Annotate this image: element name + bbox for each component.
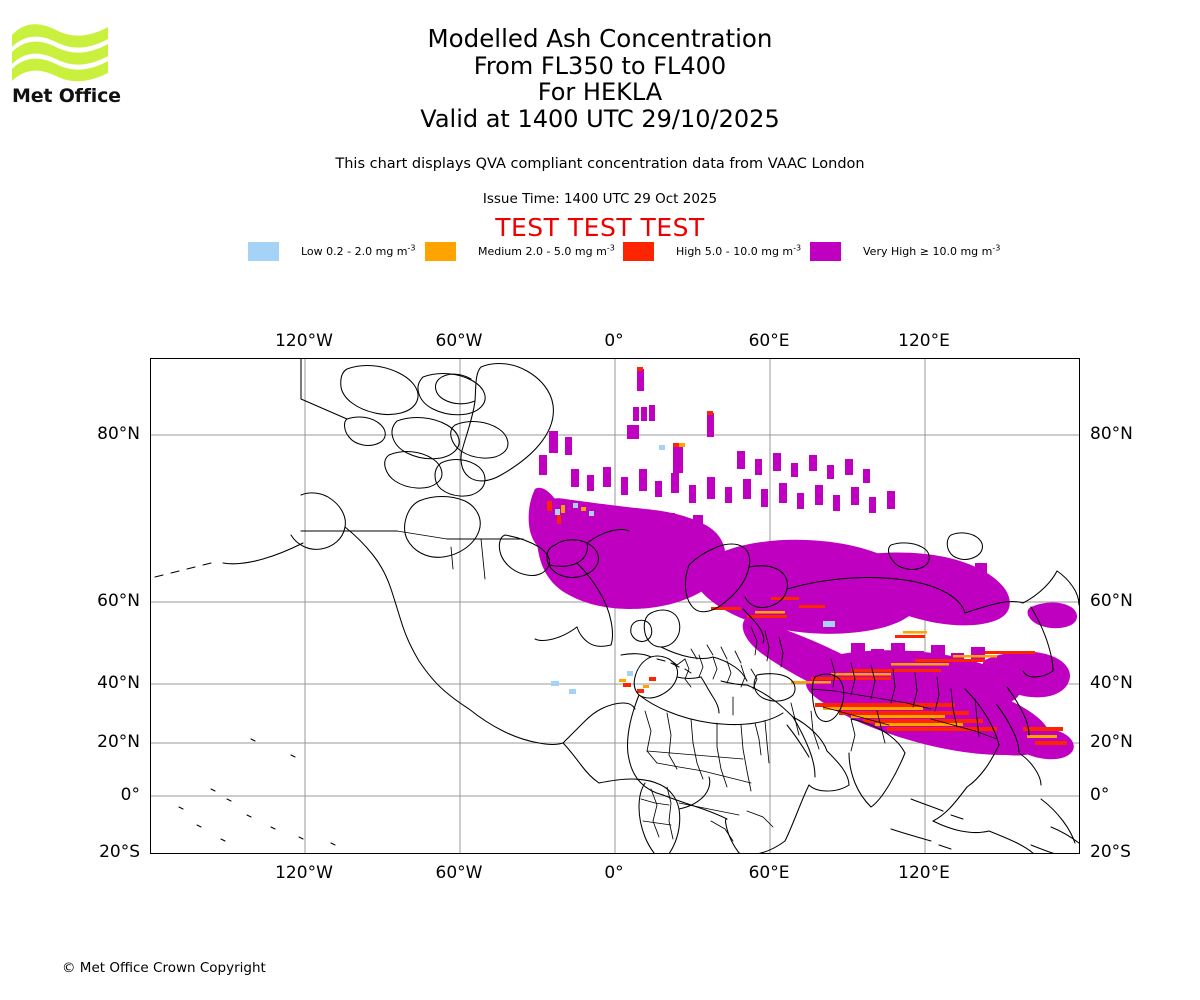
lon-tick-bottom-3: 60°E <box>748 863 790 883</box>
legend-entry-3: Very High ≥ 10.0 mg m-3 <box>810 241 1000 262</box>
lon-tick-bottom-4: 120°E <box>898 863 950 883</box>
lat-tick-right-1: 60°N <box>1090 591 1133 611</box>
legend-swatch-3 <box>810 242 841 261</box>
lat-tick-right-5: 20°S <box>1090 842 1131 862</box>
lon-tick-top-4: 120°E <box>898 331 950 351</box>
map-plot-area <box>150 358 1080 854</box>
lon-tick-bottom-2: 0° <box>604 863 624 883</box>
met-office-logo-text: Met Office <box>12 85 121 107</box>
lat-tick-left-0: 80°N <box>97 424 140 444</box>
map-country-borders <box>396 530 998 842</box>
lat-tick-left-2: 40°N <box>97 673 140 693</box>
legend-swatch-2 <box>623 242 654 261</box>
lon-tick-bottom-0: 120°W <box>275 863 333 883</box>
lat-tick-left-4: 0° <box>120 785 140 805</box>
test-banner: TEST TEST TEST <box>495 213 705 242</box>
copyright-notice: © Met Office Crown Copyright <box>62 960 266 976</box>
lat-tick-right-2: 40°N <box>1090 673 1133 693</box>
concentration-legend: Low 0.2 - 2.0 mg m-3 Medium 2.0 - 5.0 mg … <box>248 241 1000 262</box>
lon-tick-bottom-1: 60°W <box>435 863 483 883</box>
lat-tick-left-1: 60°N <box>97 591 140 611</box>
legend-entry-0: Low 0.2 - 2.0 mg m-3 <box>248 241 416 262</box>
legend-entry-2: High 5.0 - 10.0 mg m-3 <box>623 241 801 262</box>
qva-note: This chart displays QVA compliant concen… <box>335 156 865 172</box>
title-volcano: For HEKLA <box>537 78 663 106</box>
legend-entry-1: Medium 2.0 - 5.0 mg m-3 <box>425 241 615 262</box>
ash-plume-medium <box>561 443 1057 738</box>
title-flight-levels: From FL350 to FL400 <box>473 51 727 80</box>
legend-label-3: Very High ≥ 10.0 mg m-3 <box>863 243 1001 258</box>
lat-tick-left-3: 20°N <box>97 732 140 752</box>
lon-tick-top-2: 0° <box>604 331 624 351</box>
title-valid-time: Valid at 1400 UTC 29/10/2025 <box>420 104 780 133</box>
page-title: Modelled Ash Concentration <box>427 24 773 53</box>
issue-time: Issue Time: 1400 UTC 29 Oct 2025 <box>482 191 718 207</box>
map-coastlines <box>154 359 1079 853</box>
lat-tick-right-0: 80°N <box>1090 424 1133 444</box>
chart-title-block: Modelled Ash Concentration From FL350 to… <box>0 24 1200 133</box>
lon-tick-top-1: 60°W <box>435 331 483 351</box>
legend-label-2: High 5.0 - 10.0 mg m-3 <box>676 243 802 258</box>
ash-plume-low <box>551 445 835 694</box>
lat-tick-right-3: 20°N <box>1090 732 1133 752</box>
met-office-wave-icon <box>12 24 108 82</box>
legend-label-1: Medium 2.0 - 5.0 mg m-3 <box>478 243 615 258</box>
legend-swatch-0 <box>248 242 279 261</box>
lat-tick-right-4: 0° <box>1090 785 1110 805</box>
lat-tick-left-5: 20°S <box>99 842 140 862</box>
met-office-logo: Met Office <box>12 22 132 117</box>
lon-tick-top-0: 120°W <box>275 331 333 351</box>
ash-plume-very-high <box>528 369 1077 760</box>
lon-tick-top-3: 60°E <box>748 331 790 351</box>
legend-swatch-1 <box>425 242 456 261</box>
world-map <box>151 359 1079 853</box>
map-container: 120°W 120°W 60°W 60°W 0° 0° 60°E 60°E 120°E 120°E… <box>97 331 1133 883</box>
ash-plume-high <box>547 367 1067 745</box>
legend-label-0: Low 0.2 - 2.0 mg m-3 <box>301 243 416 258</box>
